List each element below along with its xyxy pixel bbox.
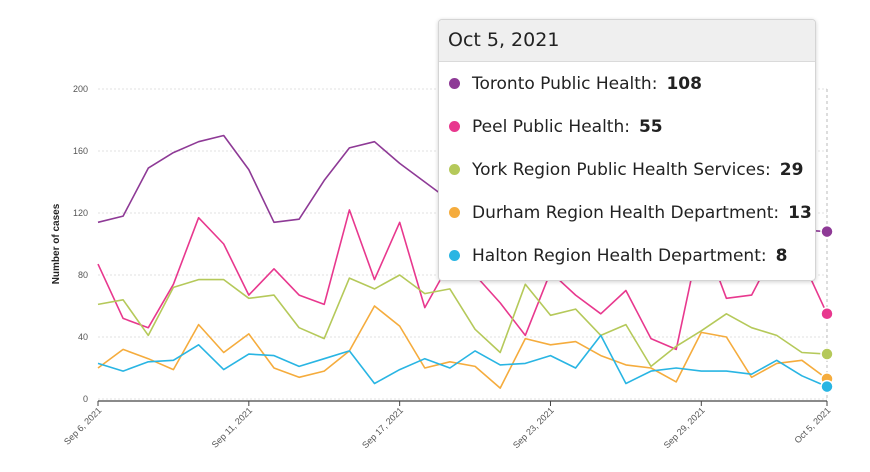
series-line [97,305,828,389]
legend-dot-icon [449,164,460,175]
y-tick-label: 160 [73,146,88,156]
tooltip-item-durham: Durham Region Health Department: 13 [439,191,815,234]
tooltip-label: Halton Region Health Department: [472,245,767,266]
x-tick-label: Oct 5, 2021 [792,405,832,445]
tooltip-value: 29 [779,159,804,180]
x-tick-label: Sep 11, 2021 [210,405,254,449]
hover-point [820,379,834,394]
legend-dot-icon [449,78,460,89]
tooltip-label: Toronto Public Health: [472,73,658,94]
tooltip-label: Durham Region Health Department: [472,202,780,223]
hover-tooltip: Oct 5, 2021 Toronto Public Health: 108 P… [438,19,816,281]
legend-dot-icon [449,121,460,132]
x-tick-label: Sep 23, 2021 [511,405,556,450]
tooltip-item-halton: Halton Region Health Department: 8 [439,234,815,277]
y-tick-label: 80 [78,270,88,280]
y-tick-label: 40 [78,332,88,342]
tooltip-value: 13 [788,202,812,223]
x-tick-label: Sep 6, 2021 [62,405,103,446]
tooltip-value: 8 [775,245,788,266]
series-line [97,334,828,388]
hover-point [820,224,834,239]
x-tick-label: Sep 17, 2021 [360,405,405,450]
tooltip-item-york: York Region Public Health Services: 29 [439,148,815,191]
legend-dot-icon [449,250,460,261]
tooltip-value: 55 [638,116,663,137]
tooltip-item-peel: Peel Public Health: 55 [439,105,815,148]
y-tick-label: 200 [73,84,88,94]
hover-point [820,347,834,361]
tooltip-label: York Region Public Health Services: [472,159,771,180]
y-tick-label: 120 [73,208,88,218]
hover-point [820,307,834,321]
tooltip-item-toronto: Toronto Public Health: 108 [439,62,815,105]
legend-dot-icon [449,207,460,218]
series-line [97,274,828,368]
tooltip-value: 108 [666,73,702,94]
tooltip-label: Peel Public Health: [472,116,630,137]
y-axis-title: Number of cases [51,203,62,284]
y-tick-label: 0 [83,394,88,404]
x-tick-label: Sep 29, 2021 [662,405,707,450]
tooltip-date: Oct 5, 2021 [439,20,815,62]
